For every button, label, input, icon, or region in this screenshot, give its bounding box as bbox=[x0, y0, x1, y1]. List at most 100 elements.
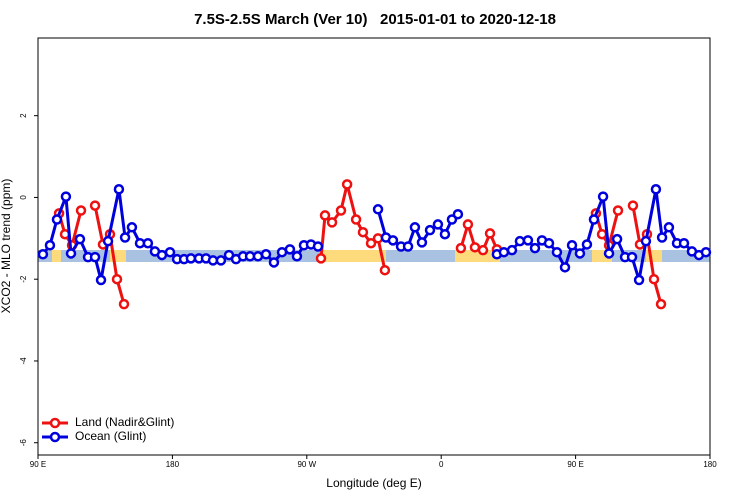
data-point bbox=[156, 249, 168, 261]
data-point bbox=[215, 255, 227, 266]
data-point bbox=[111, 273, 123, 285]
x-tick-label: 90 W bbox=[297, 460, 316, 469]
data-point bbox=[543, 237, 555, 249]
data-point bbox=[612, 205, 624, 216]
legend-label: Land (Nadir&Glint) bbox=[75, 415, 174, 429]
legend-label: Ocean (Glint) bbox=[75, 429, 146, 443]
y-axis-label: XCO2 - MLO trend (ppm) bbox=[0, 179, 13, 314]
data-point bbox=[477, 244, 489, 256]
x-tick-label: 0 bbox=[439, 460, 444, 469]
data-point bbox=[439, 228, 451, 240]
data-point bbox=[432, 219, 444, 230]
data-point bbox=[60, 191, 72, 202]
data-point bbox=[522, 235, 534, 246]
data-point bbox=[185, 253, 197, 264]
y-tick-label: -4 bbox=[19, 357, 28, 365]
legend: Land (Nadir&Glint)Ocean (Glint) bbox=[42, 415, 174, 443]
data-point bbox=[126, 222, 138, 233]
y-tick-label: 0 bbox=[19, 195, 28, 200]
data-point bbox=[627, 200, 639, 211]
data-point bbox=[113, 184, 125, 195]
data-point bbox=[65, 248, 77, 259]
x-tick-label: 180 bbox=[166, 460, 180, 469]
x-tick-label: 180 bbox=[703, 460, 717, 469]
data-point bbox=[469, 242, 481, 253]
data-point bbox=[603, 248, 615, 259]
data-point bbox=[252, 251, 264, 262]
legend-marker bbox=[49, 417, 61, 429]
data-point bbox=[319, 210, 331, 221]
data-point bbox=[640, 235, 652, 247]
data-point bbox=[529, 242, 541, 254]
data-point bbox=[164, 246, 176, 258]
data-point bbox=[341, 179, 353, 190]
plot-frame bbox=[37, 37, 711, 456]
data-point bbox=[37, 249, 49, 260]
data-point bbox=[678, 237, 690, 249]
data-point bbox=[284, 244, 296, 255]
data-point bbox=[365, 237, 377, 249]
data-point bbox=[119, 232, 131, 243]
y-tick-label: 2 bbox=[19, 113, 28, 118]
data-point bbox=[350, 214, 362, 225]
data-point bbox=[268, 257, 280, 268]
data-point bbox=[596, 228, 608, 240]
data-point bbox=[566, 240, 578, 251]
data-point bbox=[574, 248, 586, 259]
data-point bbox=[402, 241, 414, 252]
data-point bbox=[506, 244, 518, 256]
data-point bbox=[648, 273, 660, 285]
data-point bbox=[335, 205, 347, 216]
data-point bbox=[118, 298, 130, 310]
y-tick-label: -6 bbox=[19, 439, 28, 447]
data-point bbox=[455, 242, 467, 254]
data-point bbox=[75, 205, 87, 216]
data-point bbox=[551, 246, 563, 258]
data-point bbox=[559, 262, 571, 273]
data-point bbox=[700, 246, 712, 258]
data-point bbox=[372, 204, 384, 215]
data-point bbox=[655, 298, 667, 310]
data-point bbox=[44, 240, 56, 251]
data-point bbox=[89, 200, 101, 211]
data-point bbox=[588, 214, 600, 225]
data-point bbox=[102, 235, 114, 247]
data-point bbox=[416, 237, 428, 248]
data-point bbox=[650, 184, 662, 195]
data-point bbox=[387, 235, 399, 246]
data-point bbox=[409, 222, 421, 233]
land-band bbox=[320, 250, 386, 262]
land-band bbox=[455, 250, 500, 262]
data-point bbox=[424, 224, 436, 236]
data-point bbox=[74, 233, 86, 245]
data-point bbox=[498, 246, 510, 258]
data-point bbox=[452, 208, 464, 220]
data-point bbox=[89, 251, 101, 263]
data-point bbox=[656, 232, 668, 243]
data-point bbox=[462, 219, 474, 230]
data-point bbox=[484, 228, 496, 239]
data-point bbox=[633, 274, 645, 286]
data-point bbox=[95, 274, 107, 286]
data-point bbox=[514, 235, 526, 247]
data-point bbox=[260, 249, 272, 260]
data-point bbox=[51, 214, 63, 225]
data-point bbox=[581, 239, 593, 250]
x-axis-label: Longitude (deg E) bbox=[326, 476, 421, 490]
chart-title: 7.5S-2.5S March (Ver 10) 2015-01-01 to 2… bbox=[194, 11, 556, 28]
data-point bbox=[315, 253, 327, 264]
data-point bbox=[357, 226, 369, 238]
y-tick-label: -2 bbox=[19, 275, 28, 283]
x-tick-label: 90 E bbox=[30, 460, 46, 469]
data-point bbox=[312, 241, 324, 252]
x-tick-label: 90 E bbox=[567, 460, 583, 469]
data-point bbox=[597, 191, 609, 202]
data-point bbox=[611, 233, 623, 245]
land-band bbox=[52, 250, 61, 262]
data-point bbox=[626, 251, 638, 263]
data-point bbox=[663, 222, 675, 233]
data-point bbox=[291, 251, 303, 262]
legend-marker bbox=[49, 431, 61, 443]
data-point bbox=[379, 264, 391, 276]
data-point bbox=[326, 217, 338, 228]
